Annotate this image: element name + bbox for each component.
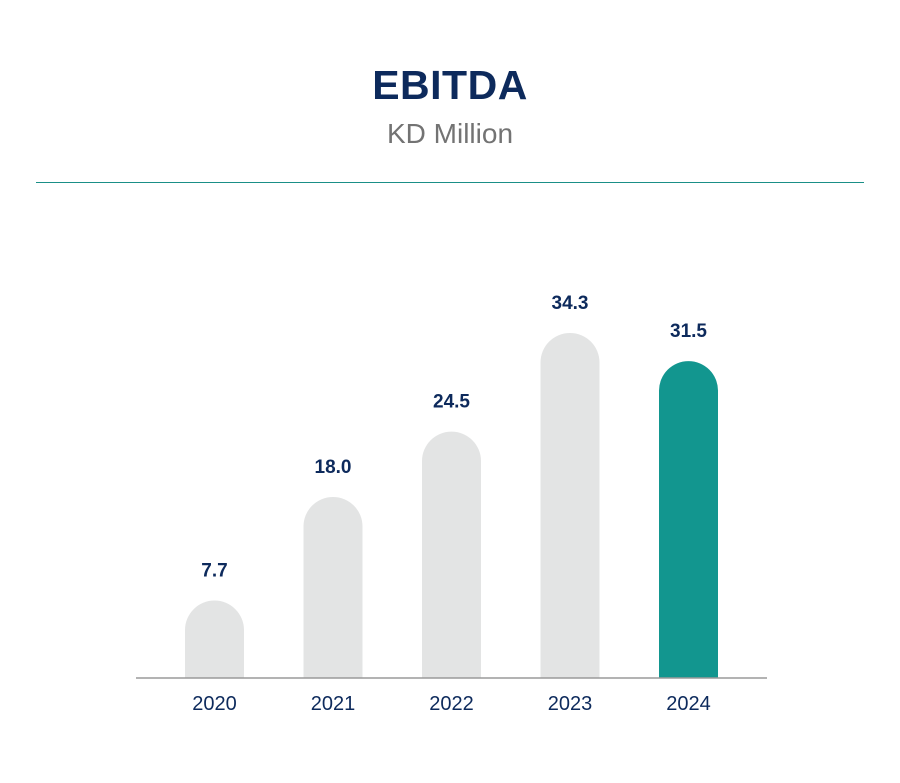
x-tick-label-2021: 2021 <box>311 693 356 715</box>
chart-title: EBITDA <box>372 62 528 108</box>
bar-2023 <box>540 333 600 678</box>
x-tick-label-2020: 2020 <box>192 693 237 715</box>
x-tick-label-2024: 2024 <box>666 693 711 715</box>
title-divider <box>36 182 864 183</box>
bar-2020 <box>185 600 245 678</box>
value-label-2022: 24.5 <box>433 392 470 413</box>
chart-subtitle: KD Million <box>386 118 514 149</box>
bars-layer <box>185 333 718 678</box>
value-label-2021: 18.0 <box>315 457 352 478</box>
value-label-2023: 34.3 <box>552 293 589 314</box>
x-tick-label-2022: 2022 <box>429 693 474 715</box>
value-label-2020: 7.7 <box>201 561 227 582</box>
x-tick-label-2023: 2023 <box>548 693 593 715</box>
bar-2021 <box>303 496 363 678</box>
bar-2022 <box>422 431 481 678</box>
labels-layer: 7.7 2020 18.0 2021 24.5 2022 34.3 2023 31.5 2024 <box>192 293 711 715</box>
bar-2024 <box>659 361 718 678</box>
value-label-2024: 31.5 <box>670 321 707 342</box>
